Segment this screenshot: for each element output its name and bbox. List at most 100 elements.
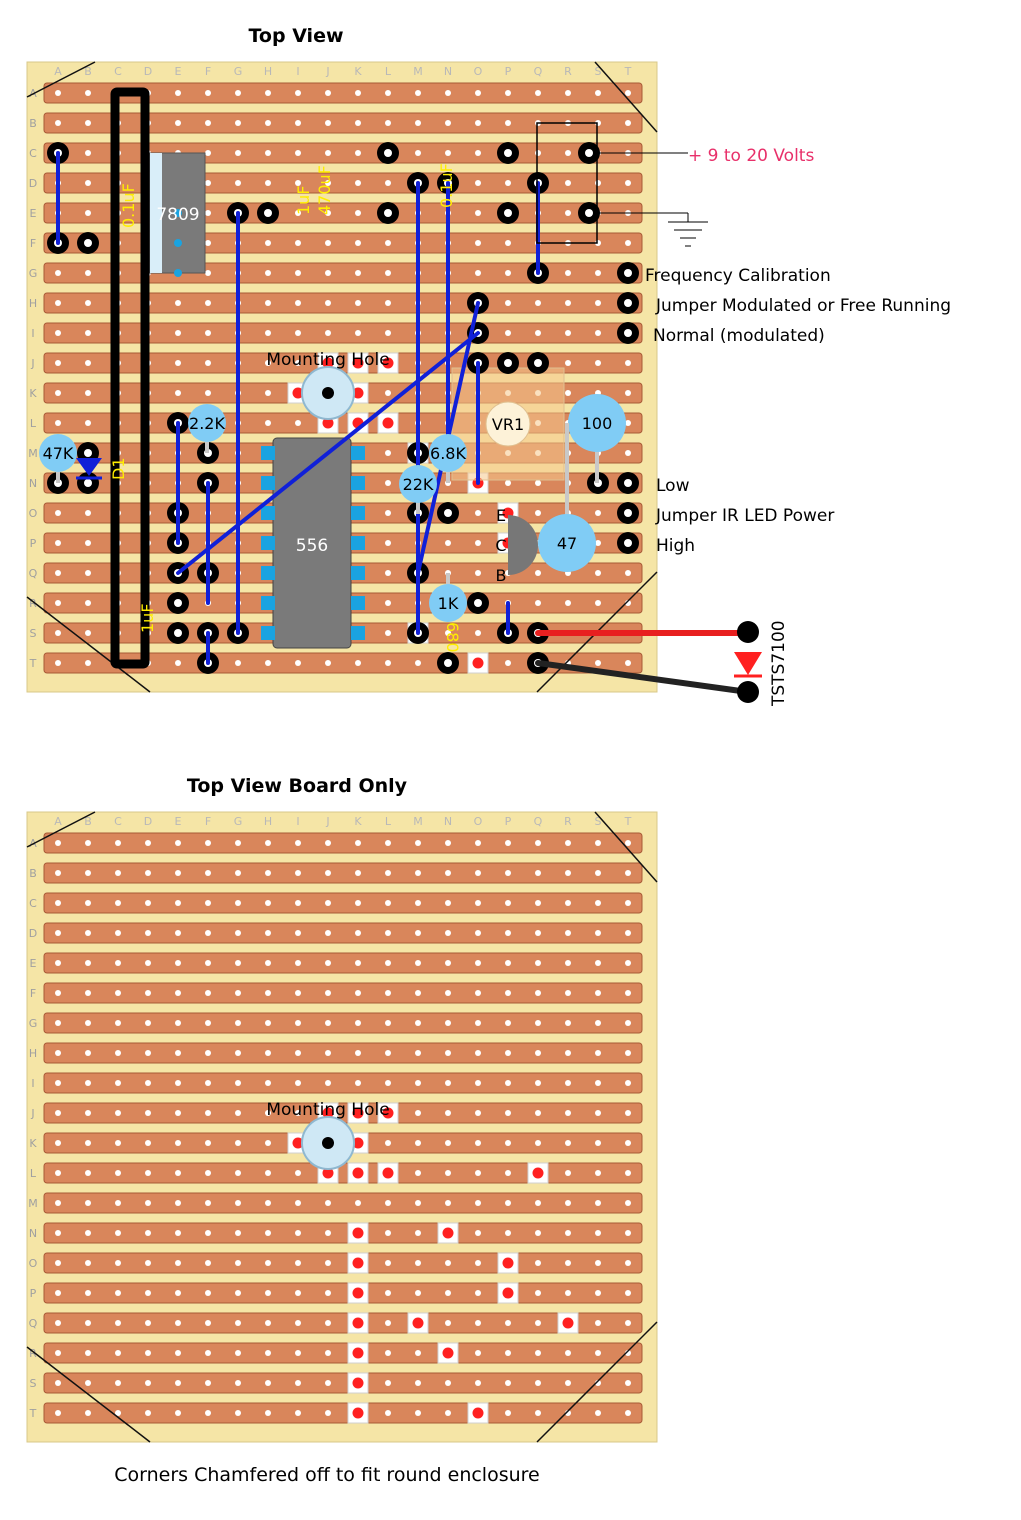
resistor-6k8: [429, 434, 467, 472]
hole: [355, 120, 361, 126]
hole: [475, 1080, 481, 1086]
hole: [175, 390, 181, 396]
row-label: D: [29, 927, 37, 940]
components-layer: 7809 556 VR1 ECB TSTS7100 + 9 to 20 Volts Freq…: [39, 87, 951, 707]
column-label: P: [505, 65, 512, 78]
copper-strip: [43, 1042, 643, 1064]
hole: [625, 660, 631, 666]
regulator-tab: [150, 153, 162, 273]
hole: [595, 930, 601, 936]
high-label: High: [656, 536, 695, 556]
hole: [235, 960, 241, 966]
hole: [445, 120, 451, 126]
hole: [115, 1410, 121, 1416]
column-label: P: [505, 815, 512, 828]
resistor-6k8-label: 6.8K: [430, 444, 466, 463]
hole: [385, 390, 391, 396]
row-label: M: [28, 447, 38, 460]
hole: [265, 1020, 271, 1026]
hole: [595, 1320, 601, 1326]
row-label: T: [29, 1407, 37, 1420]
hole: [295, 930, 301, 936]
hole: [115, 1230, 121, 1236]
resistor-2k2-label: 2.2K: [189, 414, 225, 433]
hole: [175, 960, 181, 966]
hole: [235, 1350, 241, 1356]
hole: [235, 1080, 241, 1086]
track-cut-dot: [472, 1407, 484, 1419]
hole: [445, 1140, 451, 1146]
hole: [55, 900, 61, 906]
hole: [235, 1110, 241, 1116]
hole: [295, 1050, 301, 1056]
hole: [565, 1260, 571, 1266]
hole: [265, 960, 271, 966]
hole: [535, 840, 541, 846]
hole: [175, 1170, 181, 1176]
hole: [415, 840, 421, 846]
hole: [385, 1080, 391, 1086]
hole: [325, 330, 331, 336]
hole: [355, 270, 361, 276]
hole: [175, 1020, 181, 1026]
hole: [55, 570, 61, 576]
solder-pad-hole: [84, 239, 92, 247]
hole: [565, 180, 571, 186]
hole: [55, 840, 61, 846]
ic-pin: [261, 536, 275, 550]
hole: [475, 990, 481, 996]
hole: [55, 1380, 61, 1386]
hole: [145, 1200, 151, 1206]
row-label: I: [31, 327, 34, 340]
copper-strip: [43, 112, 643, 134]
hole: [595, 1260, 601, 1266]
hole: [385, 960, 391, 966]
copper-strip: [43, 1342, 643, 1364]
row-label: B: [29, 117, 37, 130]
hole: [415, 1200, 421, 1206]
hole: [205, 1260, 211, 1266]
vr1-label: VR1: [492, 415, 524, 434]
solder-pad-hole: [384, 149, 392, 157]
hole: [265, 1350, 271, 1356]
hole: [565, 960, 571, 966]
hole: [535, 1020, 541, 1026]
hole: [415, 1380, 421, 1386]
copper-strip: [43, 1252, 643, 1274]
hole: [325, 960, 331, 966]
hole: [595, 660, 601, 666]
hole: [415, 1260, 421, 1266]
column-label: B: [84, 65, 92, 78]
hole: [415, 1050, 421, 1056]
hole: [535, 90, 541, 96]
copper-strip: [43, 862, 643, 884]
ir-led-symbol: [734, 652, 762, 675]
hole: [535, 990, 541, 996]
copper-strip: [43, 1282, 643, 1304]
hole: [475, 840, 481, 846]
hole: [475, 210, 481, 216]
hole: [295, 240, 301, 246]
hole: [145, 900, 151, 906]
row-label: Q: [29, 1317, 38, 1330]
hole: [265, 1200, 271, 1206]
column-label: O: [474, 815, 483, 828]
hole: [415, 120, 421, 126]
row-label: L: [30, 1167, 37, 1180]
hole: [325, 990, 331, 996]
row-label: S: [30, 1377, 37, 1390]
hole: [445, 900, 451, 906]
hole: [595, 1140, 601, 1146]
hole: [475, 1290, 481, 1296]
hole: [445, 1170, 451, 1176]
hole: [445, 1110, 451, 1116]
hole: [205, 1230, 211, 1236]
hole: [355, 1080, 361, 1086]
hole: [55, 1050, 61, 1056]
column-label: S: [595, 65, 602, 78]
hole: [85, 300, 91, 306]
hole: [85, 120, 91, 126]
hole: [265, 1320, 271, 1326]
solder-pad-hole: [534, 359, 542, 367]
